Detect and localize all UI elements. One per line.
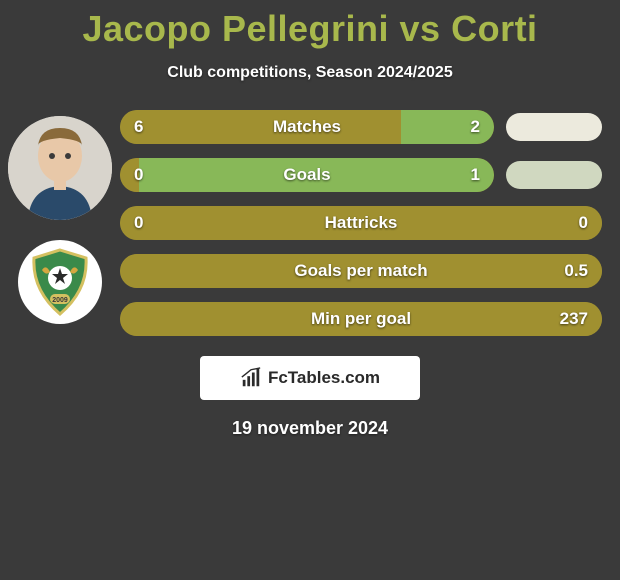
main-content: 2009 6 Matches 2 0 Goals 1 0 Hattricks 0 Goals pe…: [0, 110, 620, 336]
stat-pill: Goals per match 0.5: [120, 254, 602, 288]
stat-value-right: 0: [579, 213, 588, 233]
stat-label: Goals per match: [294, 261, 427, 281]
club-crest: 2009: [18, 240, 102, 324]
stat-value-left: 6: [134, 117, 143, 137]
stat-row: 0 Hattricks 0: [120, 206, 602, 240]
stat-label: Min per goal: [311, 309, 411, 329]
stat-label: Matches: [273, 117, 341, 137]
avatar-column: 2009: [0, 110, 120, 336]
stat-row: Goals per match 0.5: [120, 254, 602, 288]
side-pill: [506, 161, 602, 189]
stat-label: Hattricks: [325, 213, 398, 233]
chart-icon: [240, 367, 262, 389]
stats-column: 6 Matches 2 0 Goals 1 0 Hattricks 0 Goals per mat…: [120, 110, 620, 336]
player-avatar: [8, 116, 112, 220]
attribution-box: FcTables.com: [200, 356, 420, 400]
stat-row: Min per goal 237: [120, 302, 602, 336]
side-pill: [506, 113, 602, 141]
stat-pill: 0 Hattricks 0: [120, 206, 602, 240]
attribution-label: FcTables.com: [268, 368, 380, 388]
stat-value-right: 237: [560, 309, 588, 329]
stat-value-right: 2: [471, 117, 480, 137]
stat-pill: Min per goal 237: [120, 302, 602, 336]
stat-value-left: 0: [134, 165, 143, 185]
shield-icon: 2009: [24, 246, 96, 318]
comparison-title: Jacopo Pellegrini vs Corti: [0, 0, 620, 50]
snapshot-date: 19 november 2024: [0, 418, 620, 439]
person-icon: [8, 116, 112, 220]
stat-fill-left: [120, 110, 401, 144]
stat-value-left: 0: [134, 213, 143, 233]
stat-pill: 0 Goals 1: [120, 158, 494, 192]
stat-label: Goals: [283, 165, 330, 185]
stat-row: 6 Matches 2: [120, 110, 602, 144]
stat-value-right: 0.5: [564, 261, 588, 281]
comparison-subtitle: Club competitions, Season 2024/2025: [0, 64, 620, 82]
stat-value-right: 1: [471, 165, 480, 185]
stat-pill: 6 Matches 2: [120, 110, 494, 144]
svg-text:2009: 2009: [52, 297, 68, 304]
stat-row: 0 Goals 1: [120, 158, 602, 192]
